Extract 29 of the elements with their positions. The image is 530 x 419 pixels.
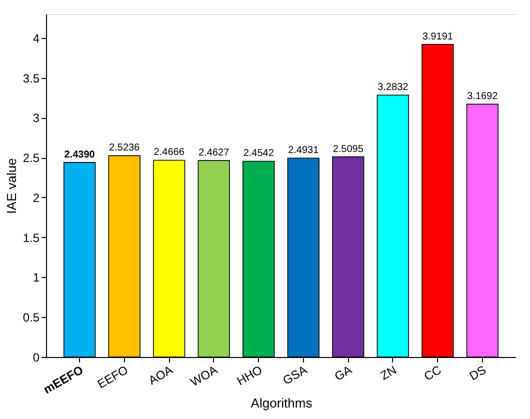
x-axis-title: Algorithms <box>250 396 313 411</box>
y-tick-label: 3 <box>32 111 40 126</box>
y-tick-label: 2 <box>32 190 40 205</box>
y-tick-label: 0.5 <box>22 310 40 325</box>
x-tick-label: HHO <box>234 362 265 388</box>
data-label: 2.4390 <box>64 149 96 160</box>
x-tick-label: AOA <box>146 362 176 388</box>
data-label: 2.4627 <box>198 148 230 159</box>
data-label: 3.1692 <box>467 91 498 102</box>
x-tick-label: ZN <box>378 362 399 383</box>
y-tick-label: 0 <box>32 350 40 364</box>
data-label: 3.2832 <box>378 82 409 94</box>
x-tick-label: GA <box>332 362 354 384</box>
x-tick-label: GSA <box>280 362 310 388</box>
data-label: 3.9191 <box>422 31 454 42</box>
y-tick-label: 1.5 <box>22 230 40 245</box>
y-axis-title: IAE value <box>4 158 19 214</box>
data-label: 2.4542 <box>243 148 274 160</box>
data-label: 2.4931 <box>288 145 320 156</box>
x-tick-label: WOA <box>188 362 220 390</box>
y-tick-label: 3.5 <box>22 71 40 86</box>
data-label: 2.5236 <box>109 142 140 154</box>
x-tick-label: CC <box>422 362 444 384</box>
y-tick-label: 1 <box>32 270 40 285</box>
data-label: 2.5095 <box>332 144 364 155</box>
x-tick-label: DS <box>466 362 488 384</box>
y-tick-label: 4 <box>32 31 40 46</box>
y-tick-label: 2.5 <box>22 151 40 166</box>
data-label: 2.4666 <box>154 147 185 158</box>
